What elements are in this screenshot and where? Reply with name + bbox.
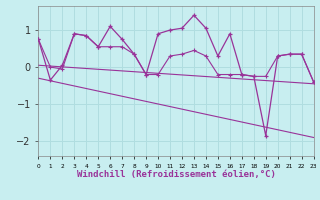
X-axis label: Windchill (Refroidissement éolien,°C): Windchill (Refroidissement éolien,°C) xyxy=(76,170,276,179)
